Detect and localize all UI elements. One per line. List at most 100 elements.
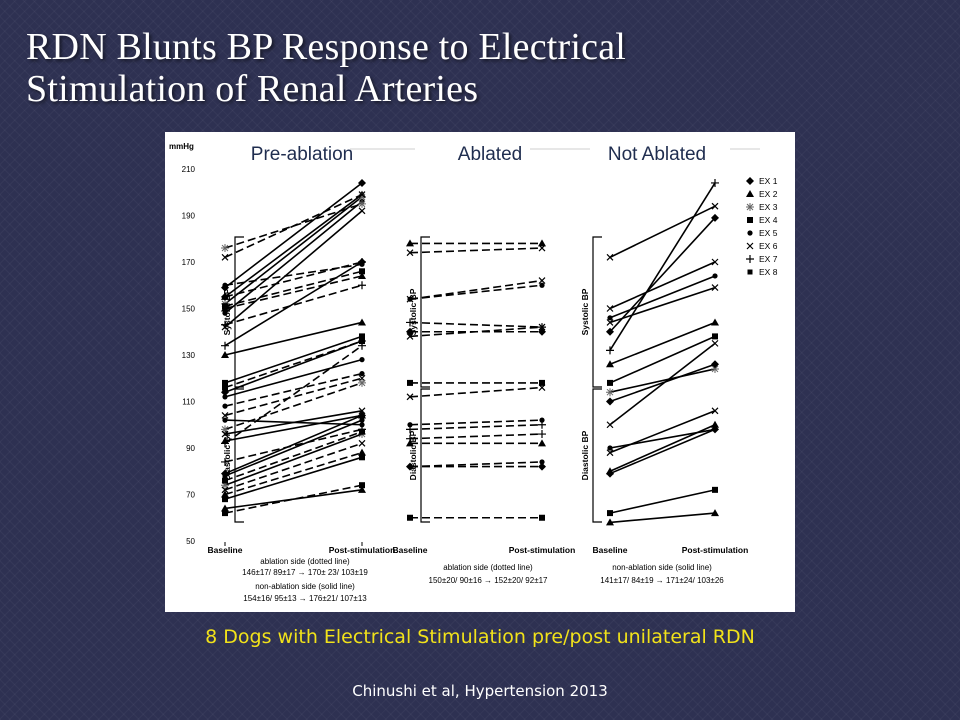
x-marker xyxy=(358,191,366,198)
diamond-marker xyxy=(358,178,366,187)
systolic-bracket xyxy=(420,236,430,388)
asterisk-marker xyxy=(746,203,754,211)
square-marker xyxy=(359,454,365,461)
triangle-marker xyxy=(606,360,614,368)
circle-marker xyxy=(359,417,365,423)
x-marker xyxy=(538,323,546,331)
square-marker xyxy=(359,428,365,435)
x-marker xyxy=(221,430,229,438)
x-marker xyxy=(406,332,414,340)
legend-label: EX 1 xyxy=(759,176,778,186)
x-marker xyxy=(221,486,229,494)
triangle-marker xyxy=(358,318,366,326)
panel-note: 146±17/ 89±17 → 170± 23/ 103±19 xyxy=(242,568,368,577)
circle-marker xyxy=(747,230,753,236)
diamond-marker xyxy=(221,292,229,301)
y-tick-label: 130 xyxy=(182,351,196,360)
solid-series-line xyxy=(609,428,716,475)
square-marker xyxy=(359,482,365,489)
solid-series-line xyxy=(609,217,716,333)
x-marker xyxy=(358,439,366,447)
x-marker xyxy=(606,253,614,261)
x-category-baseline: Baseline xyxy=(593,545,628,555)
y-tick-label: 70 xyxy=(186,491,195,500)
legend: EX 1 EX 2 EX 3 EX 4 EX 5 EX 6 EX 7 EX 8 xyxy=(746,176,778,277)
systolic-bp-label: Systolic BP xyxy=(580,288,590,335)
square-marker xyxy=(607,510,613,517)
panel-note: non-ablation side (solid line) xyxy=(612,563,712,572)
solid-series-line xyxy=(224,410,363,435)
diamond-marker xyxy=(358,258,366,266)
x-marker xyxy=(606,319,614,326)
dashed-series-line xyxy=(409,419,543,426)
solid-series-line xyxy=(609,489,716,514)
solid-series-line xyxy=(224,414,363,442)
solid-series-line xyxy=(224,182,363,289)
solid-series-line xyxy=(224,261,363,347)
diastolic-bp-label: Diastolic BP xyxy=(408,430,418,480)
x-marker xyxy=(606,421,614,429)
x-category-post-stimulation: Post-stimulation xyxy=(682,545,749,555)
square-marker xyxy=(359,338,365,345)
solid-series-line xyxy=(224,489,363,510)
x-category-post-stimulation: Post-stimulation xyxy=(509,545,576,555)
panel-ablated: Ablated Systolic BP Diastolic BP Baseline Po… xyxy=(393,144,576,585)
y-tick-label: 150 xyxy=(182,305,196,314)
diamond-marker xyxy=(538,462,546,471)
x-marker xyxy=(221,253,229,261)
solid-series-line xyxy=(609,368,716,393)
dashed-series-line xyxy=(409,284,543,300)
triangle-marker xyxy=(746,190,754,197)
square-marker xyxy=(539,514,545,521)
circle-marker xyxy=(539,459,545,465)
x-marker xyxy=(358,407,366,415)
diastolic-bracket xyxy=(234,388,244,523)
x-marker xyxy=(711,407,719,415)
circle-marker xyxy=(607,445,613,451)
y-tick-label: 90 xyxy=(186,444,195,453)
panel-note: 154±16/ 95±13 → 176±21/ 107±13 xyxy=(243,594,367,603)
chart-caption: 8 Dogs with Electrical Stimulation pre/p… xyxy=(205,626,755,648)
x-marker xyxy=(606,449,614,457)
square-marker xyxy=(607,379,613,386)
solid-series-line xyxy=(609,182,716,351)
square-marker xyxy=(222,384,228,391)
legend-label: EX 7 xyxy=(759,254,778,264)
dashed-series-line xyxy=(224,263,363,287)
dashed-series-line xyxy=(409,247,543,254)
circle-marker xyxy=(222,394,228,400)
solid-series-line xyxy=(609,424,716,472)
panel-title: Not Ablated xyxy=(608,144,706,165)
dashed-series-line xyxy=(224,340,363,389)
title-line-1: RDN Blunts BP Response to Electrical xyxy=(26,26,627,68)
diamond-marker xyxy=(711,360,719,369)
x-marker xyxy=(711,284,719,291)
x-category-post-stimulation: Post-stimulation xyxy=(329,545,396,555)
diastolic-bp-label: Diastolic BP xyxy=(222,430,232,480)
panel-note: ablation side (dotted line) xyxy=(443,563,533,572)
plus-marker xyxy=(406,318,414,327)
dashed-series-line xyxy=(224,284,363,326)
triangle-marker xyxy=(221,437,229,445)
diamond-marker xyxy=(711,425,719,434)
legend-label: EX 4 xyxy=(759,215,778,225)
dashed-series-line xyxy=(224,345,363,445)
plus-marker xyxy=(221,341,229,350)
circle-marker xyxy=(222,282,228,288)
panel-note: 150±20/ 90±16 → 152±20/ 92±17 xyxy=(429,576,549,585)
circle-marker xyxy=(539,417,545,423)
diamond-marker xyxy=(606,327,614,336)
square-marker xyxy=(407,514,413,521)
square-marker xyxy=(539,379,545,386)
x-category-baseline: Baseline xyxy=(393,545,428,555)
circle-marker xyxy=(407,422,413,428)
plus-marker xyxy=(358,341,366,350)
diastolic-bp-label: Diastolic BP xyxy=(580,430,590,480)
triangle-marker xyxy=(221,304,229,312)
asterisk-marker xyxy=(606,388,614,397)
dashed-series-line xyxy=(409,461,543,468)
solid-series-line xyxy=(224,456,363,500)
x-marker xyxy=(221,412,229,419)
plus-marker xyxy=(711,178,719,187)
y-tick-label: 110 xyxy=(182,398,195,407)
